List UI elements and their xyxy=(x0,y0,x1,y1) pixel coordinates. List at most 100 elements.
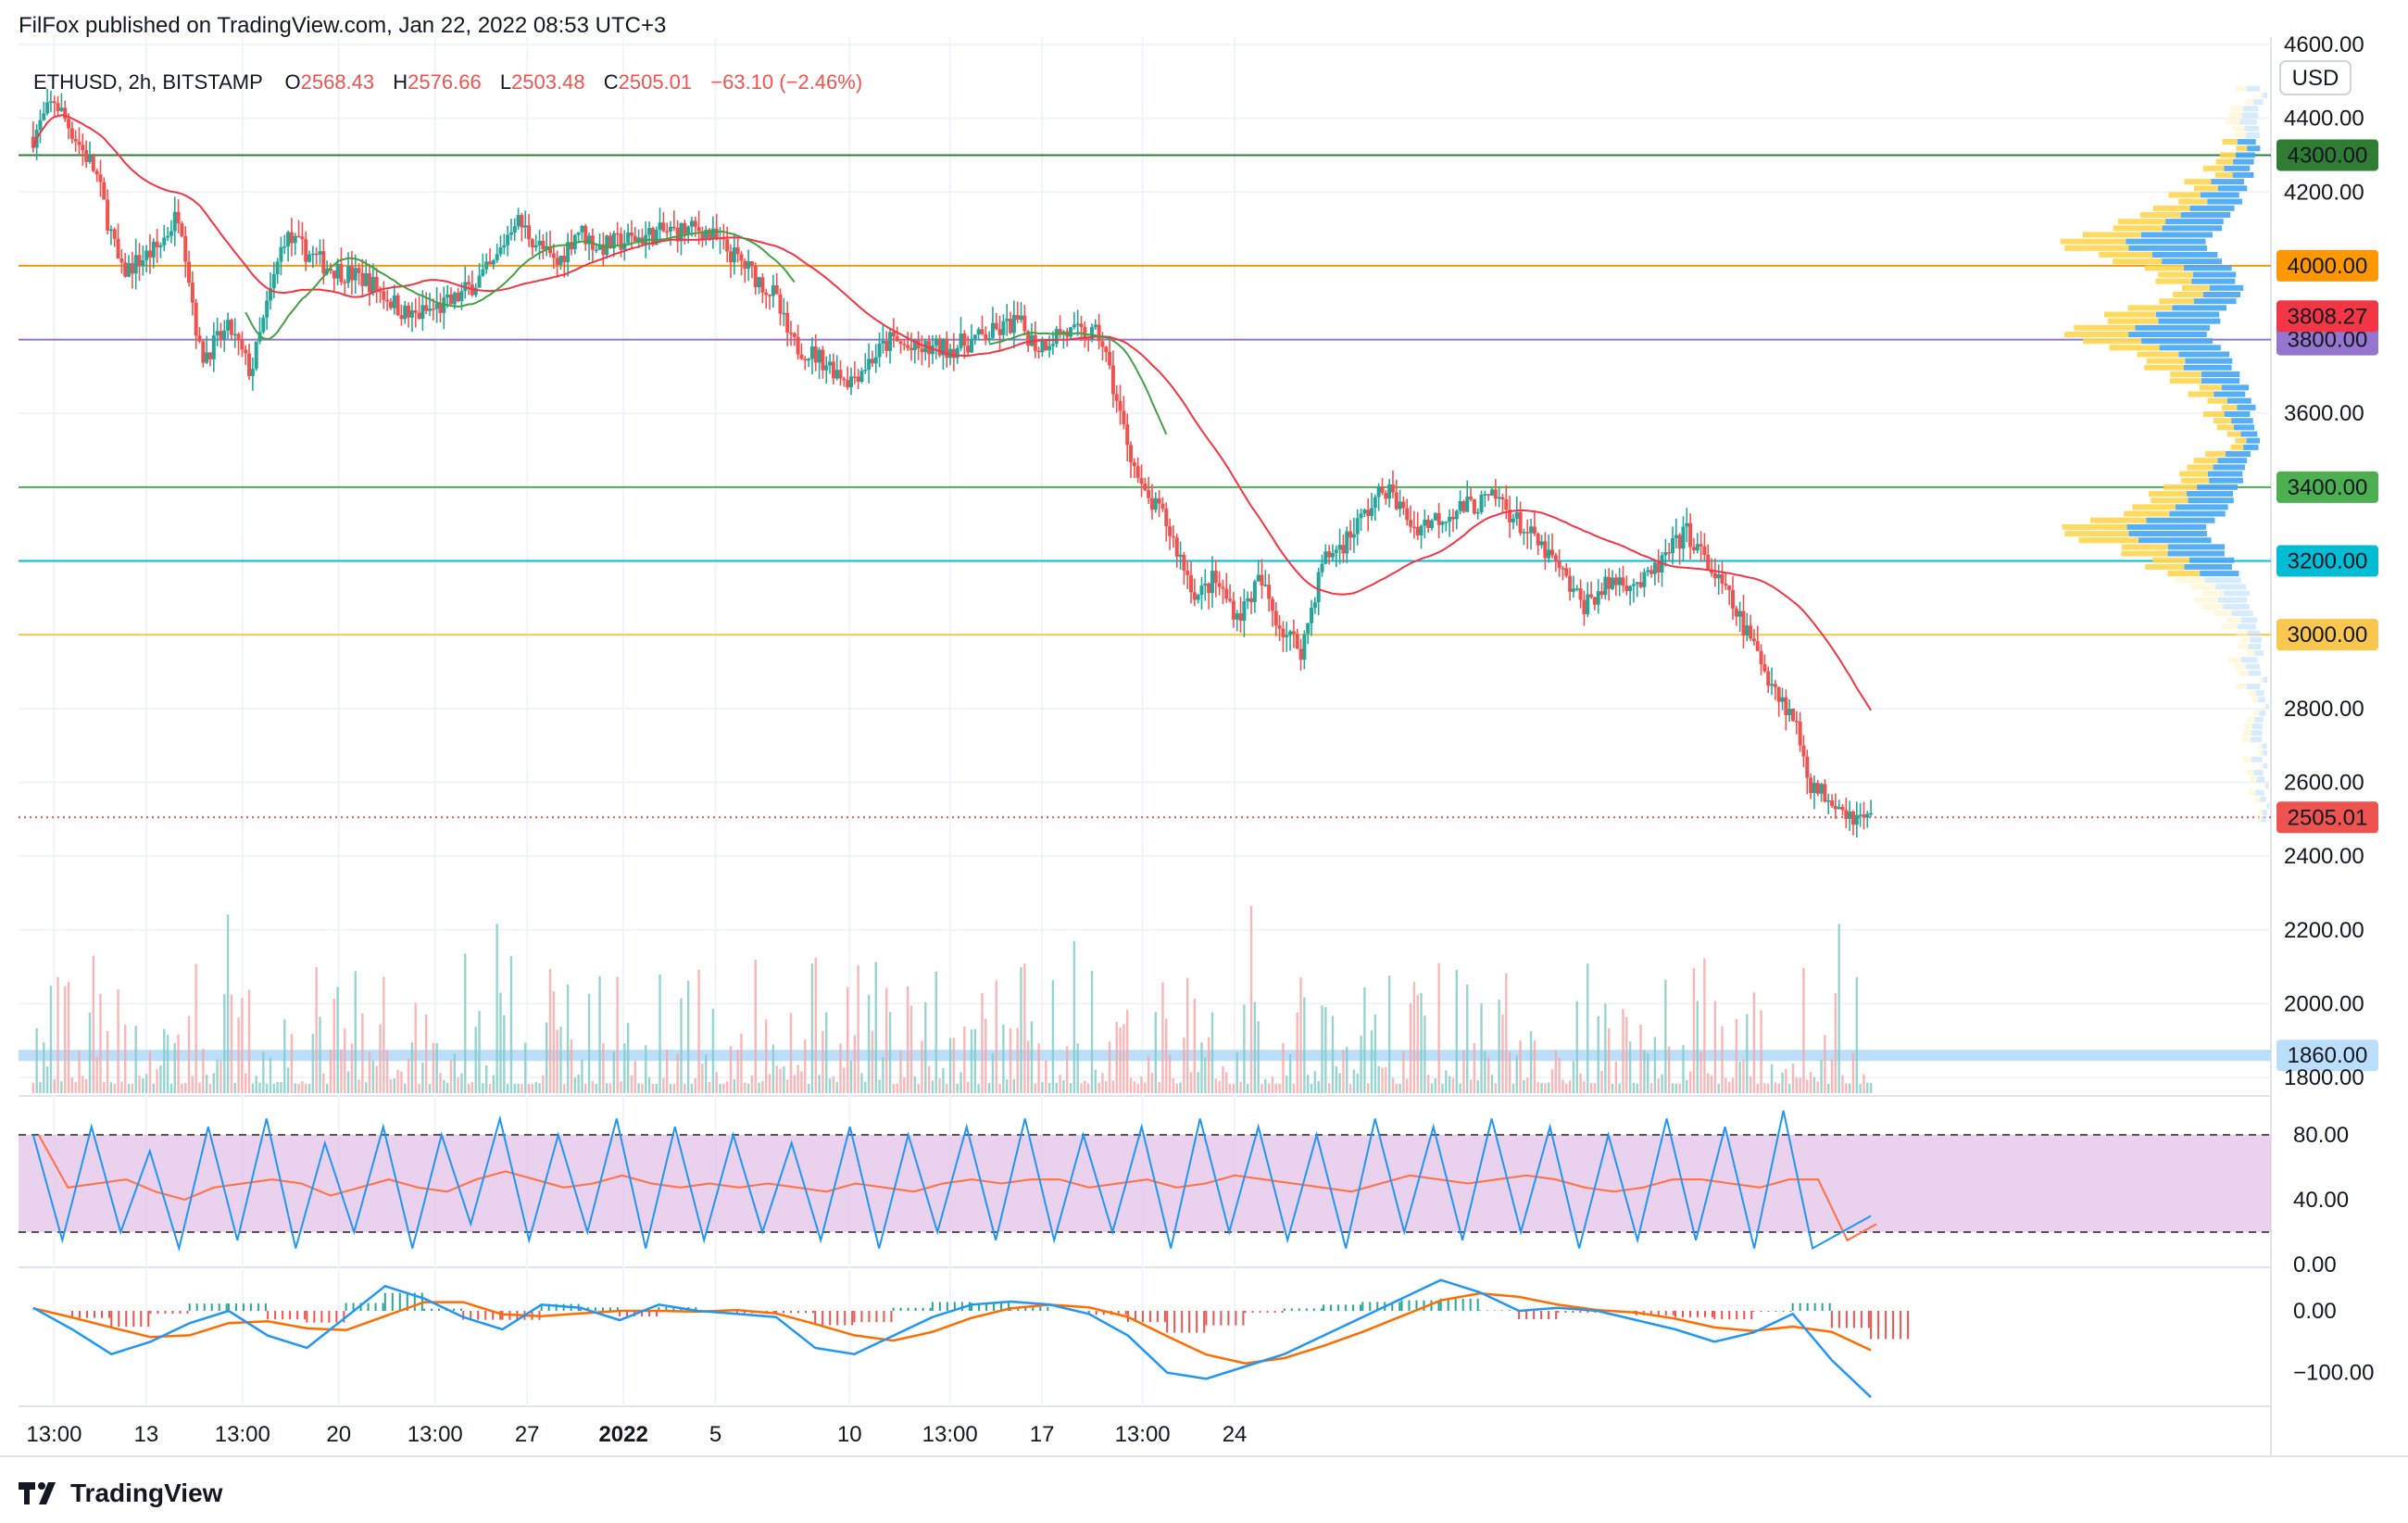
volume-bar xyxy=(595,1084,597,1093)
candle-body xyxy=(289,232,294,244)
candle-body xyxy=(1044,341,1048,351)
volume-bar xyxy=(711,1008,715,1093)
profile-bar-yellow xyxy=(2265,802,2267,809)
volume-bar xyxy=(503,1015,506,1093)
candle-body xyxy=(611,233,616,249)
candle-body xyxy=(1819,784,1824,794)
candles[interactable] xyxy=(31,89,1874,837)
volume-bar xyxy=(1752,992,1756,1093)
candle-body xyxy=(1312,602,1317,609)
candle-body xyxy=(828,361,833,366)
profile-bar-blue xyxy=(2224,590,2251,597)
volume-bar xyxy=(1486,1057,1490,1093)
volume-bar xyxy=(241,998,244,1093)
volume-bar xyxy=(545,1022,548,1093)
candle-body xyxy=(498,246,503,255)
candle-body xyxy=(1075,323,1080,325)
candle-body xyxy=(1273,610,1278,626)
candle-body xyxy=(1203,583,1208,586)
profile-bar-yellow xyxy=(2159,298,2194,305)
volume-bar xyxy=(938,1078,941,1093)
candle-body xyxy=(749,260,754,267)
volume-bar xyxy=(1086,1083,1090,1093)
candle-body xyxy=(250,369,255,377)
volume-bar xyxy=(952,1038,956,1093)
candle-body xyxy=(1504,498,1509,510)
volume-bar xyxy=(1105,1080,1108,1093)
volume-bar xyxy=(570,1039,573,1093)
profile-bar-blue xyxy=(2207,198,2243,205)
candle-body xyxy=(374,276,379,291)
volume-bar xyxy=(807,1083,810,1093)
volume-bar xyxy=(1692,967,1696,1093)
candle-body xyxy=(1174,537,1179,557)
volume-bar xyxy=(509,955,513,1093)
brand-label[interactable]: TradingView xyxy=(70,1479,223,1507)
candle-body xyxy=(1050,344,1055,346)
time-axis[interactable]: 13:00 13 13:00 20 13:00 27 2022 5 10 13:00 17 13:00… xyxy=(26,1422,1247,1447)
candle-body xyxy=(1522,532,1526,534)
candle-body xyxy=(576,232,581,235)
profile-bar-yellow xyxy=(2144,364,2184,371)
volume-bar xyxy=(311,1033,315,1093)
profile-bar-blue xyxy=(2255,789,2264,796)
price-tick-label: 3600.00 xyxy=(2284,401,2364,426)
candle-body xyxy=(1695,544,1699,551)
profile-bar-yellow xyxy=(2241,736,2251,743)
candle-body xyxy=(1862,814,1866,818)
profile-bar-yellow xyxy=(2242,756,2252,762)
profile-bar-blue xyxy=(2165,219,2224,225)
candle-body xyxy=(714,228,719,239)
volume-bar xyxy=(1760,1010,1762,1093)
horizontal-levels[interactable]: 4300.004000.003800.003400.003200.003000.… xyxy=(19,139,2378,1072)
profile-bar-yellow xyxy=(2121,550,2168,557)
candle-body xyxy=(368,273,372,293)
candle-body xyxy=(941,338,946,356)
candle-body xyxy=(912,340,917,351)
candle-body xyxy=(1812,783,1816,793)
volume-bar xyxy=(237,1017,240,1093)
profile-bar-yellow xyxy=(2232,125,2245,132)
candle-body xyxy=(1355,518,1360,535)
candle-body xyxy=(689,220,694,227)
price-axis[interactable]: 4600.00 4400.00 4200.00 3600.00 2800.00 2600.… xyxy=(2284,32,2374,1386)
candle-body xyxy=(63,107,68,120)
profile-bar-blue xyxy=(2231,418,2253,424)
candle-body xyxy=(1122,410,1126,424)
candle-body xyxy=(1047,346,1052,351)
profile-bar-yellow xyxy=(2221,404,2238,410)
volume-bar xyxy=(492,1075,495,1093)
candle-body xyxy=(1500,497,1505,499)
candle-body xyxy=(852,376,857,378)
candle-body xyxy=(1724,584,1728,585)
profile-bar-blue xyxy=(2193,298,2237,305)
volume-bar xyxy=(1232,1083,1235,1093)
volume-bar xyxy=(1385,1066,1387,1093)
profile-bar-yellow xyxy=(2249,690,2256,697)
candle-body xyxy=(467,282,471,285)
volume-bar xyxy=(187,1015,191,1093)
volume-bar xyxy=(1587,963,1589,1093)
profile-bar-blue xyxy=(2151,251,2218,258)
volume-bar xyxy=(864,1081,867,1093)
profile-bar-yellow xyxy=(2060,238,2126,245)
volume-bar xyxy=(789,1013,793,1093)
candle-body xyxy=(133,255,138,274)
currency-badge[interactable]: USD xyxy=(2279,60,2352,95)
candle-body xyxy=(219,331,223,340)
profile-bar-blue xyxy=(2140,232,2213,238)
candle-body xyxy=(803,359,808,361)
volume-bar xyxy=(917,1083,920,1093)
profile-bar-yellow xyxy=(2253,710,2260,716)
volume-bar xyxy=(208,1083,212,1093)
profile-bar-blue xyxy=(2263,749,2268,756)
volume-bar xyxy=(1469,1079,1473,1093)
candle-body xyxy=(1083,326,1087,339)
candle-body xyxy=(551,253,556,258)
volume-bar xyxy=(368,1051,371,1093)
candle-body xyxy=(1026,331,1031,346)
profile-bar-blue xyxy=(2263,676,2268,683)
candle-body xyxy=(1840,807,1845,811)
candle-body xyxy=(1586,594,1590,615)
